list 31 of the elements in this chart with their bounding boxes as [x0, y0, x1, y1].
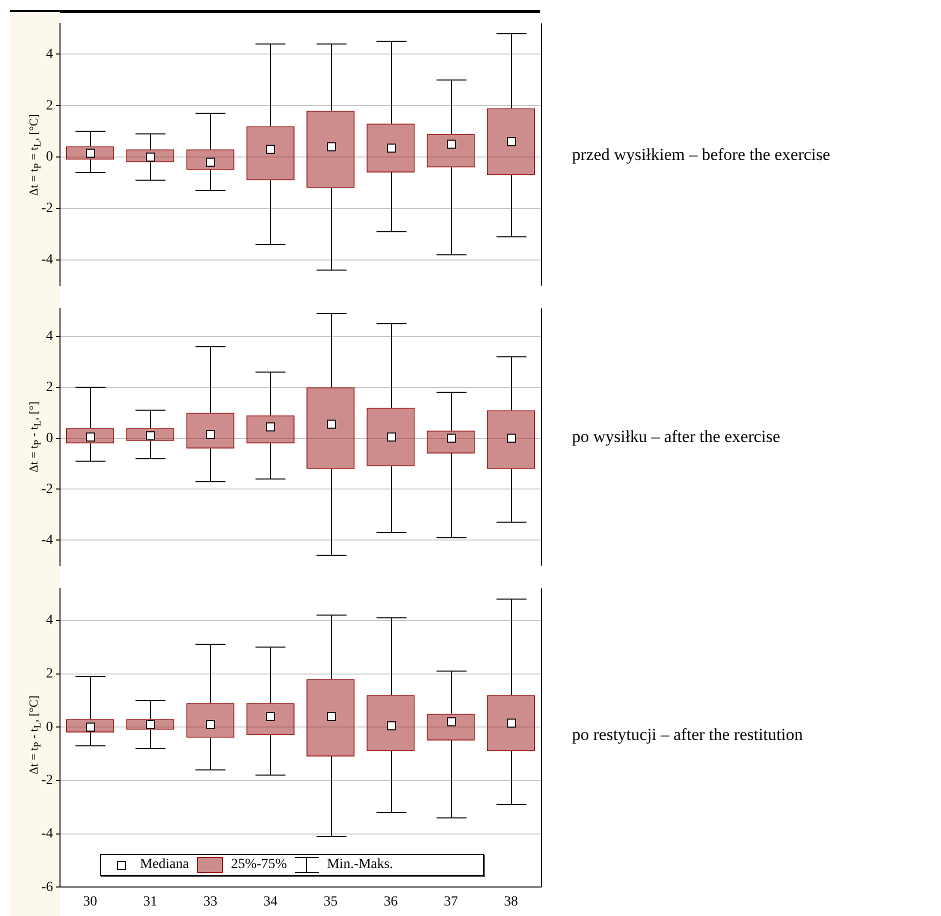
y-tick-label: -2: [41, 201, 53, 216]
y-tick-label: -4: [41, 826, 53, 842]
y-tick-label: -2: [41, 773, 53, 788]
y-tick-label: -4: [41, 252, 53, 268]
y-tick-label: 2: [46, 666, 53, 682]
annotation: Mediana: [140, 857, 189, 873]
y-tick-label: 0: [46, 430, 53, 446]
y-tick-label: -2: [41, 482, 53, 497]
y-tick-label: 4: [46, 613, 53, 628]
y-tick-label: -4: [41, 532, 53, 548]
x-tick-label: 30: [83, 894, 98, 910]
legend-box: Mediana 25%-75% Min.-Maks.: [100, 854, 484, 876]
x-tick-label: 37: [444, 894, 458, 910]
text: przed wysiłkiem – before the exercise: [572, 144, 830, 164]
text: po wysiłku – after the exercise: [572, 427, 780, 447]
text: po restytucji – after the restitution: [572, 724, 803, 744]
annotation: Min.-Maks.: [326, 857, 394, 873]
y-tick-label: 4: [46, 329, 53, 344]
x-tick-label: 34: [263, 894, 278, 910]
x-tick-label: 36: [384, 894, 398, 910]
y-tick-label: 0: [46, 150, 53, 165]
y-tick-label: 0: [46, 720, 53, 735]
x-tick-label: 33: [203, 894, 218, 910]
y-tick-label: 4: [46, 46, 53, 62]
annotation: 25%-75%: [230, 857, 287, 873]
y-tick-label: -6: [41, 880, 53, 895]
x-tick-label: 31: [143, 894, 158, 910]
y-tick-label: 2: [46, 380, 53, 396]
x-tick-label: 35: [324, 894, 338, 910]
y-tick-label: 2: [46, 98, 53, 114]
x-tick-label: 38: [504, 894, 518, 910]
